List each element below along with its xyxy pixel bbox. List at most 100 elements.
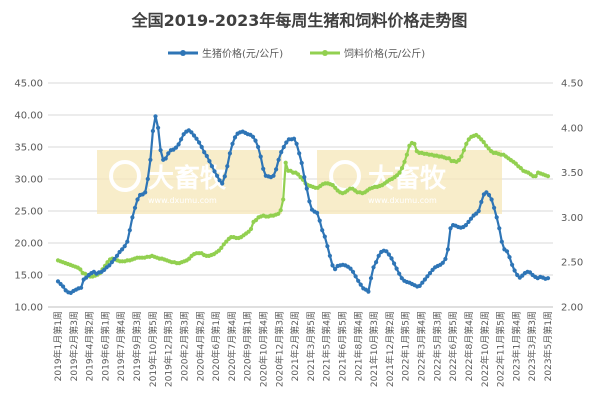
data-point — [232, 135, 238, 140]
data-point — [176, 142, 181, 147]
data-point — [230, 141, 235, 146]
data-point — [299, 160, 304, 166]
data-point — [443, 256, 448, 262]
left-y-tick-label: 25.00 — [14, 207, 43, 218]
data-point — [212, 169, 217, 174]
data-point — [509, 262, 515, 267]
x-tick-label: 2020年7月第4周 — [226, 311, 238, 381]
watermark-left-brand: 大畜牧 — [148, 163, 227, 194]
data-point — [156, 125, 161, 130]
data-point — [459, 154, 464, 159]
x-tick-label: 2020年6月第1周 — [210, 311, 222, 381]
x-tick-label: 2021年10月第3周 — [368, 311, 380, 387]
data-point — [258, 154, 263, 159]
x-tick-label: 2020年12月第3周 — [273, 311, 285, 387]
data-point — [466, 219, 471, 224]
data-point — [61, 284, 66, 289]
legend-item-hog: 生猪价格(元/公斤) — [168, 47, 283, 60]
data-point — [394, 173, 400, 178]
data-point — [456, 158, 461, 163]
watermark-right-brand: 大畜牧 — [368, 163, 447, 194]
data-point — [302, 175, 307, 180]
right-y-tick-label: 3.00 — [561, 213, 583, 224]
data-point — [474, 211, 479, 216]
data-point — [187, 256, 192, 261]
data-point — [199, 144, 204, 150]
data-point — [130, 215, 135, 220]
data-point — [153, 114, 158, 119]
data-point — [307, 199, 312, 204]
x-tick-label: 2023年5月第1周 — [542, 311, 554, 381]
data-point — [527, 270, 533, 275]
data-point — [114, 253, 120, 258]
data-point — [440, 260, 445, 265]
data-point — [253, 218, 259, 223]
legend-label-hog: 生猪价格(元/公斤) — [202, 47, 283, 60]
data-point — [281, 144, 286, 150]
data-point — [291, 136, 297, 141]
data-point — [145, 176, 150, 182]
data-point — [545, 174, 551, 179]
x-tick-label: 2022年11月第5周 — [495, 311, 507, 387]
data-point — [221, 242, 226, 247]
data-point — [173, 145, 179, 150]
x-tick-label: 2019年6月第1周 — [99, 311, 111, 381]
data-point — [150, 128, 155, 134]
data-point — [274, 167, 279, 172]
data-point — [461, 148, 466, 153]
data-point — [135, 197, 140, 202]
x-tick-label: 2020年2月第3周 — [178, 311, 190, 381]
x-tick-label: 2021年5月第4周 — [321, 311, 333, 381]
data-point — [333, 267, 338, 272]
legend-marker-hog — [180, 50, 186, 56]
data-point — [392, 261, 397, 266]
x-tick-label: 2020年4月第2周 — [194, 311, 206, 381]
data-point — [281, 197, 286, 202]
data-point — [304, 186, 309, 191]
data-point — [261, 166, 266, 171]
data-point — [217, 178, 222, 183]
x-tick-label: 2019年4月第2周 — [84, 311, 96, 381]
legend: 生猪价格(元/公斤) 饲料价格(元/公斤) — [168, 47, 425, 60]
left-y-tick-label: 35.00 — [14, 143, 43, 154]
data-point — [191, 133, 197, 138]
left-y-tick-label: 45.00 — [14, 79, 43, 90]
data-point — [445, 247, 450, 252]
data-point — [374, 260, 379, 265]
data-point — [250, 134, 256, 139]
data-point — [384, 249, 389, 254]
data-point — [296, 172, 301, 177]
data-point — [464, 141, 469, 146]
data-point — [376, 253, 381, 258]
data-point — [368, 276, 374, 281]
data-point — [371, 265, 376, 270]
data-point — [492, 205, 497, 210]
data-point — [399, 276, 404, 281]
watermark-right: 大畜牧 www.dxumu.com — [317, 150, 502, 214]
data-point — [276, 157, 281, 162]
x-tick-label: 2019年7月第4周 — [115, 311, 127, 381]
data-point — [204, 153, 209, 159]
x-tick-label: 2022年6月第5周 — [447, 311, 459, 381]
data-point — [256, 144, 261, 150]
data-point — [425, 274, 430, 279]
data-point — [102, 267, 107, 272]
left-y-tick-label: 40.00 — [14, 111, 43, 122]
data-point — [499, 239, 504, 244]
data-point — [407, 143, 412, 148]
data-point — [84, 275, 89, 280]
data-point — [497, 226, 502, 231]
data-point — [315, 210, 320, 215]
x-tick-label: 2023年3月第3周 — [526, 311, 538, 381]
data-point — [481, 140, 486, 145]
series-feed — [55, 132, 551, 279]
x-tick-label: 2019年9月第3周 — [131, 311, 143, 381]
data-point — [466, 137, 471, 142]
right-y-tick-label: 4.00 — [561, 123, 583, 134]
data-point — [427, 271, 433, 276]
data-point — [518, 166, 523, 171]
data-point — [127, 228, 132, 233]
data-point — [320, 228, 325, 233]
data-point — [284, 140, 289, 145]
